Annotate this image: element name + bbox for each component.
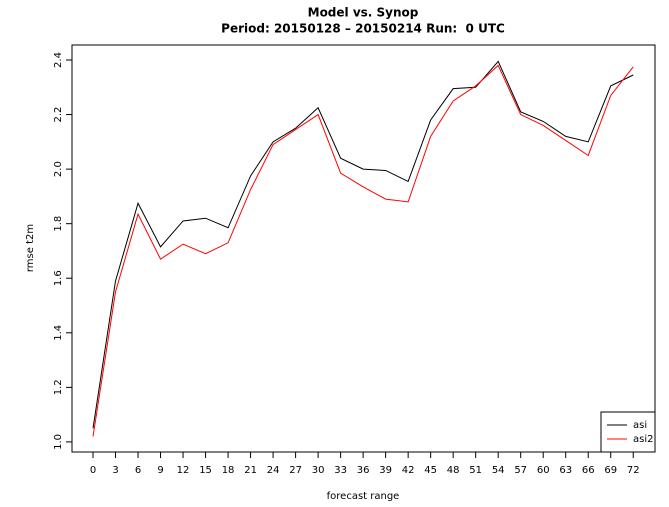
chart-subtitle: Period: 20150128 – 20150214 Run: 0 UTC [221,22,505,36]
x-tick-label: 27 [289,465,302,476]
x-tick-label: 69 [604,465,617,476]
x-tick-label: 57 [514,465,527,476]
x-tick-label: 3 [112,465,118,476]
plot-box [71,44,656,453]
x-tick-label: 51 [469,465,482,476]
x-axis-label: forecast range [327,491,400,502]
series-line [92,64,634,437]
x-tick-label: 24 [267,465,280,476]
x-tick-label: 0 [90,465,96,476]
x-tick-label: 21 [244,465,257,476]
y-tick-label: 1.8 [53,216,64,232]
legend-label: asi [633,420,647,431]
x-tick-label: 6 [135,465,141,476]
x-tick-label: 48 [447,465,460,476]
series-line [92,60,634,429]
x-tick-label: 63 [559,465,572,476]
x-tick-label: 18 [222,465,235,476]
x-tick-label: 15 [199,465,212,476]
x-tick-label: 54 [492,465,505,476]
y-tick-label: 1.0 [53,434,64,450]
x-tick-label: 42 [402,465,415,476]
x-tick-label: 45 [424,465,437,476]
y-tick-label: 1.2 [53,379,64,395]
y-tick-label: 2.2 [53,107,64,123]
y-tick-label: 1.4 [53,325,64,341]
x-tick-label: 36 [357,465,370,476]
x-tick-label: 66 [582,465,595,476]
x-tick-label: 39 [379,465,392,476]
x-tick-label: 60 [537,465,550,476]
y-tick-label: 1.6 [53,270,64,286]
y-tick-label: 2.0 [53,161,64,177]
x-tick-label: 9 [157,465,163,476]
legend-box [600,411,656,453]
chart-title: Model vs. Synop [308,6,419,20]
y-axis-label: rmse t2m [25,224,36,272]
legend-label: asi2 [633,434,653,445]
x-tick-label: 72 [627,465,640,476]
x-tick-label: 33 [334,465,347,476]
x-tick-label: 12 [177,465,190,476]
y-tick-label: 2.4 [53,52,64,68]
x-tick-label: 30 [312,465,325,476]
